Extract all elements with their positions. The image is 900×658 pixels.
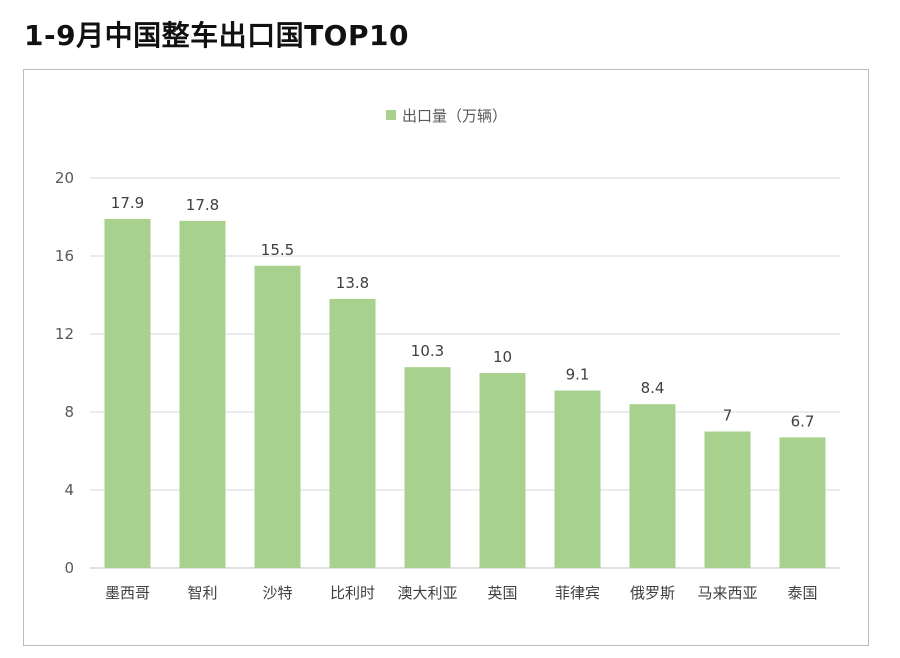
- x-category-label: 菲律宾: [555, 584, 600, 602]
- x-axis-labels: 墨西哥 智利 沙特 比利时 澳大利亚 英国 菲律宾 俄罗斯 马来西亚 泰国: [105, 584, 818, 602]
- bar-5: [404, 367, 451, 568]
- bars: [104, 218, 826, 568]
- data-label: 17.9: [111, 194, 144, 212]
- legend-swatch: [386, 110, 396, 120]
- x-category-label: 英国: [487, 584, 517, 602]
- data-label: 8.4: [641, 379, 665, 397]
- data-label: 10: [493, 348, 512, 366]
- bar-4: [329, 298, 376, 568]
- data-label: 17.8: [186, 196, 219, 214]
- y-tick-label: 8: [64, 403, 74, 421]
- data-label: 7: [723, 407, 733, 425]
- x-category-label: 澳大利亚: [397, 584, 457, 602]
- y-tick-label: 16: [55, 247, 74, 265]
- x-category-label: 沙特: [262, 584, 292, 602]
- x-category-label: 墨西哥: [105, 584, 150, 602]
- bar-9: [704, 431, 751, 568]
- x-category-label: 马来西亚: [697, 584, 757, 602]
- y-tick-label: 4: [64, 481, 74, 499]
- chart-legend: 出口量（万辆）: [386, 107, 507, 125]
- bar-10: [779, 437, 826, 568]
- y-axis-ticks: 0 4 8 12 16 20: [55, 169, 74, 577]
- bar-6: [479, 373, 526, 568]
- data-label: 15.5: [261, 241, 294, 259]
- data-label: 10.3: [411, 342, 444, 360]
- y-tick-label: 20: [55, 169, 74, 187]
- page-title: 1-9月中国整车出口国TOP10: [24, 19, 409, 52]
- x-category-label: 智利: [187, 584, 217, 602]
- bar-1: [104, 218, 151, 568]
- bar-8: [629, 404, 676, 568]
- y-tick-label: 12: [55, 325, 74, 343]
- data-label: 9.1: [566, 366, 590, 384]
- bar-2: [179, 220, 226, 568]
- data-label: 13.8: [336, 274, 369, 292]
- x-category-label: 比利时: [330, 584, 375, 602]
- data-labels: 17.9 17.8 15.5 13.8 10.3 10 9.1 8.4 7 6.7: [111, 194, 815, 430]
- bar-7: [554, 390, 601, 568]
- x-category-label: 泰国: [787, 584, 817, 602]
- data-label: 6.7: [791, 412, 815, 430]
- y-tick-label: 0: [64, 559, 74, 577]
- legend-label: 出口量（万辆）: [402, 107, 507, 125]
- bar-3: [254, 265, 301, 568]
- x-category-label: 俄罗斯: [630, 584, 675, 602]
